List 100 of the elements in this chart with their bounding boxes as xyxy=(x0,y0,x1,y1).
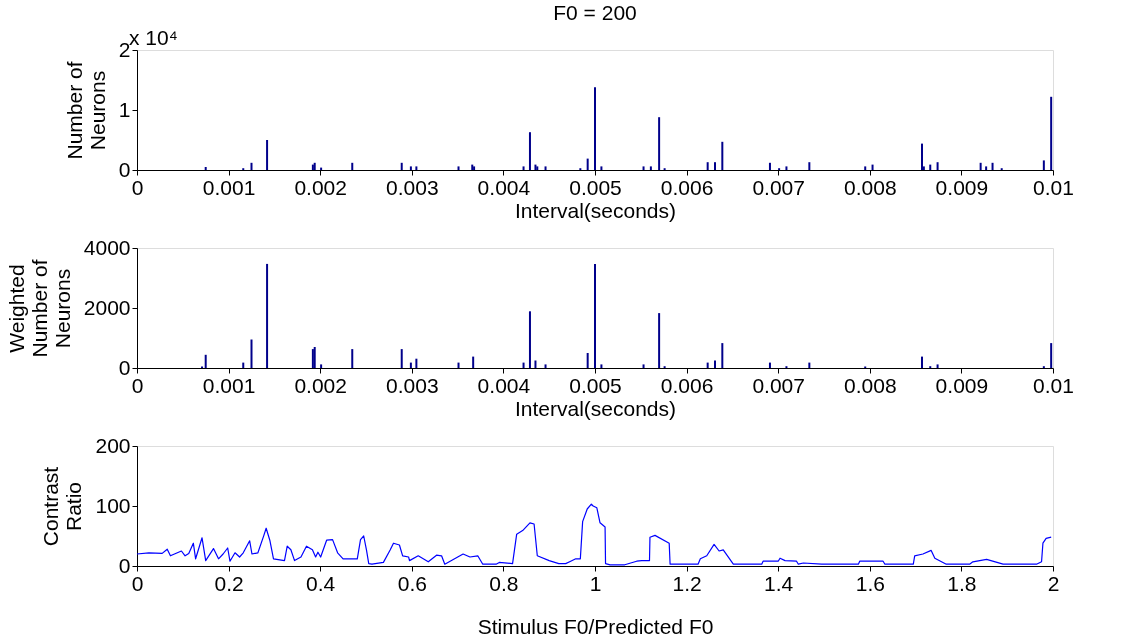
y-tick-label: 200 xyxy=(95,433,131,457)
bar xyxy=(415,358,418,368)
bar xyxy=(320,364,323,368)
chart-title: F0 = 200 xyxy=(553,1,637,24)
y-axis-title: Number of Neurons xyxy=(62,61,109,160)
bar xyxy=(642,166,645,170)
x-tick-label: 1.8 xyxy=(947,571,977,595)
y-axis-title: Weighted Number of Neurons xyxy=(4,259,74,358)
x-tick-label: 0.01 xyxy=(1033,373,1074,397)
bar xyxy=(528,311,531,368)
bar xyxy=(472,356,475,368)
bar xyxy=(768,362,771,368)
bar xyxy=(721,343,724,368)
bar xyxy=(600,364,603,368)
bar xyxy=(586,158,589,170)
x-tick-label: 0.4 xyxy=(306,571,336,595)
bar xyxy=(785,166,788,170)
x-tick-label: 0.001 xyxy=(202,175,256,199)
y-tick-label: 0 xyxy=(118,553,131,577)
y-tick-label: 100 xyxy=(95,493,131,517)
bar xyxy=(522,166,525,170)
y-tick-label: 1 xyxy=(118,97,131,121)
bar xyxy=(921,356,924,368)
x-tick-label: 0.005 xyxy=(569,175,622,199)
bar xyxy=(936,364,939,368)
x-tick-label: 0.01 xyxy=(1033,175,1074,199)
bar xyxy=(266,263,269,368)
x-tick-label: 0.8 xyxy=(489,571,519,595)
x-tick-label: 2 xyxy=(1047,571,1060,595)
bar xyxy=(658,313,661,368)
y-tick-label: 2000 xyxy=(83,295,131,319)
bar xyxy=(586,353,589,368)
x-axis-title: Interval(seconds) xyxy=(514,396,677,420)
bar xyxy=(266,140,269,170)
x-tick-label: 0.008 xyxy=(844,373,897,397)
bar xyxy=(649,166,652,170)
bar xyxy=(808,162,811,170)
x-tick-label: 0.006 xyxy=(660,373,714,397)
bar xyxy=(409,362,412,368)
bar xyxy=(706,362,709,368)
x-tick-label: 0.005 xyxy=(569,373,622,397)
bar xyxy=(864,166,867,170)
y-tick-label: 0 xyxy=(118,157,131,181)
bar xyxy=(400,162,403,170)
bar xyxy=(721,141,724,170)
bar xyxy=(1050,96,1053,170)
x-tick-label: 1.2 xyxy=(672,571,702,595)
bar xyxy=(351,162,354,170)
y-tick-label: 4000 xyxy=(83,235,131,259)
bar xyxy=(714,162,716,170)
x-axis-title: Interval(seconds) xyxy=(514,198,677,222)
bar xyxy=(979,162,982,170)
bar xyxy=(528,132,531,170)
bar xyxy=(642,364,645,368)
bar xyxy=(1050,343,1053,368)
x-tick-label: 0.004 xyxy=(477,175,531,199)
bar xyxy=(457,362,460,368)
x-tick-label: 0.009 xyxy=(935,373,989,397)
bar xyxy=(415,166,418,170)
x-axis-title: Stimulus F0/Predicted F0 xyxy=(477,614,714,638)
x-tick-label: 0.008 xyxy=(844,175,897,199)
bar xyxy=(544,364,547,368)
bar xyxy=(409,166,412,170)
bar xyxy=(400,349,403,368)
x-tick-label: 1 xyxy=(589,571,602,595)
x-tick-label: 1.6 xyxy=(855,571,885,595)
x-tick-label: 0.007 xyxy=(752,373,805,397)
y-tick-label: 2 xyxy=(118,37,131,61)
y-axis-title: Contrast Ratio xyxy=(39,466,86,547)
bar xyxy=(768,162,771,170)
bar xyxy=(522,362,525,368)
bar xyxy=(544,166,547,170)
bar xyxy=(714,360,716,368)
bar xyxy=(204,167,207,170)
bar xyxy=(204,354,207,368)
bar xyxy=(600,166,603,170)
x-tick-label: 0.003 xyxy=(386,175,439,199)
bar xyxy=(706,162,709,170)
bar xyxy=(929,164,932,170)
bar xyxy=(985,166,988,170)
bar xyxy=(808,362,811,368)
x-tick-label: 0.007 xyxy=(752,175,805,199)
text: x 10⁴ xyxy=(129,26,178,49)
bar xyxy=(594,87,596,170)
x-tick-label: 0.004 xyxy=(477,373,531,397)
y-tick-label: 0 xyxy=(118,355,131,379)
x-tick-label: 0.001 xyxy=(202,373,256,397)
x-tick-label: 0.002 xyxy=(294,373,347,397)
bar xyxy=(242,362,245,368)
bar xyxy=(534,360,537,368)
bar xyxy=(250,162,253,170)
bar xyxy=(991,162,994,170)
x-tick-label: 0.2 xyxy=(214,571,244,595)
bar xyxy=(871,164,874,170)
bar xyxy=(1042,160,1045,170)
x-tick-label: 1.4 xyxy=(764,571,794,595)
x-tick-label: 0.009 xyxy=(935,175,989,199)
bar xyxy=(936,162,939,170)
bar xyxy=(921,143,924,170)
x-tick-label: 0.002 xyxy=(294,175,347,199)
